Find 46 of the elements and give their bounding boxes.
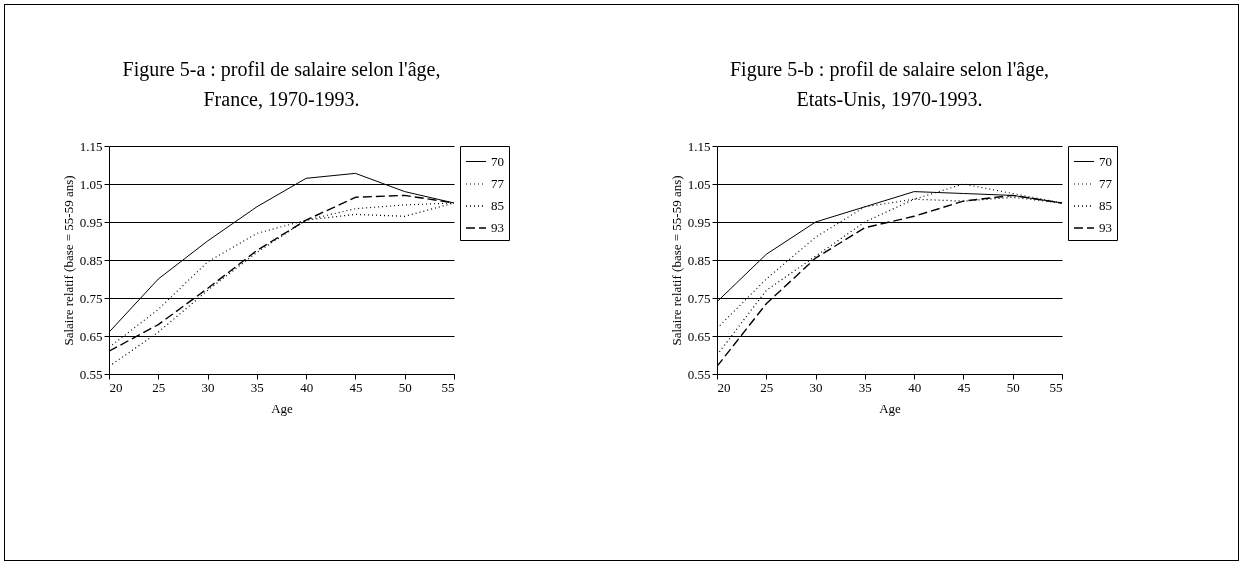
text: France, 1970-1993. — [203, 88, 360, 110]
x-tick-label: 35 — [250, 379, 264, 395]
legend-label: 93 — [491, 220, 504, 235]
y-tick-label: 1.05 — [687, 176, 711, 192]
x-axis-title: Age — [879, 400, 902, 416]
x-tick-label: 40 — [908, 379, 922, 395]
x-tick-label: 45 — [957, 379, 971, 395]
legend-label: 85 — [491, 198, 504, 213]
y-tick-label: 0.75 — [79, 290, 103, 306]
legend-label: 77 — [491, 176, 505, 191]
legend-label: 93 — [1099, 220, 1112, 235]
y-tick-label: 0.85 — [687, 252, 711, 268]
x-tick-label: 50 — [398, 379, 412, 395]
y-axis-title: Salaire relatif (base = 55-59 ans) — [60, 175, 76, 346]
x-tick-label: 45 — [349, 379, 363, 395]
y-tick-label: 0.95 — [687, 214, 711, 230]
x-tick-label: 20 — [109, 379, 123, 395]
y-tick-label: 0.85 — [79, 252, 103, 268]
y-tick-label: 0.75 — [687, 290, 711, 306]
legend-label: 85 — [1099, 198, 1112, 213]
y-axis-title: Salaire relatif (base = 55-59 ans) — [668, 175, 684, 346]
y-tick-label: 1.15 — [687, 138, 711, 154]
x-tick-label: 25 — [760, 379, 774, 395]
y-tick-label: 0.65 — [687, 328, 711, 344]
x-tick-label: 55 — [441, 379, 455, 395]
text: Figure 5-a : profil de salaire selon l'âge, — [122, 58, 441, 80]
x-tick-label: 50 — [1006, 379, 1020, 395]
text: Figure 5-b : profil de salaire selon l'âge, — [729, 58, 1050, 80]
x-axis-title: Age — [271, 400, 294, 416]
y-tick-label: 1.05 — [79, 176, 103, 192]
x-tick-label: 25 — [152, 379, 166, 395]
y-tick-label: 1.15 — [79, 138, 103, 154]
x-tick-label: 20 — [717, 379, 731, 395]
x-tick-label: 30 — [201, 379, 215, 395]
legend-label: 77 — [1099, 176, 1113, 191]
text: Etats-Unis, 1970-1993. — [796, 88, 983, 110]
legend-label: 70 — [491, 153, 504, 169]
x-tick-label: 30 — [809, 379, 823, 395]
x-tick-label: 35 — [858, 379, 872, 395]
legend-label: 70 — [1099, 153, 1112, 169]
y-tick-label: 0.65 — [79, 328, 103, 344]
x-tick-label: 55 — [1049, 379, 1063, 395]
y-tick-label: 0.55 — [687, 366, 711, 382]
x-tick-label: 40 — [300, 379, 314, 395]
y-tick-label: 0.95 — [79, 214, 103, 230]
y-tick-label: 0.55 — [79, 366, 103, 382]
